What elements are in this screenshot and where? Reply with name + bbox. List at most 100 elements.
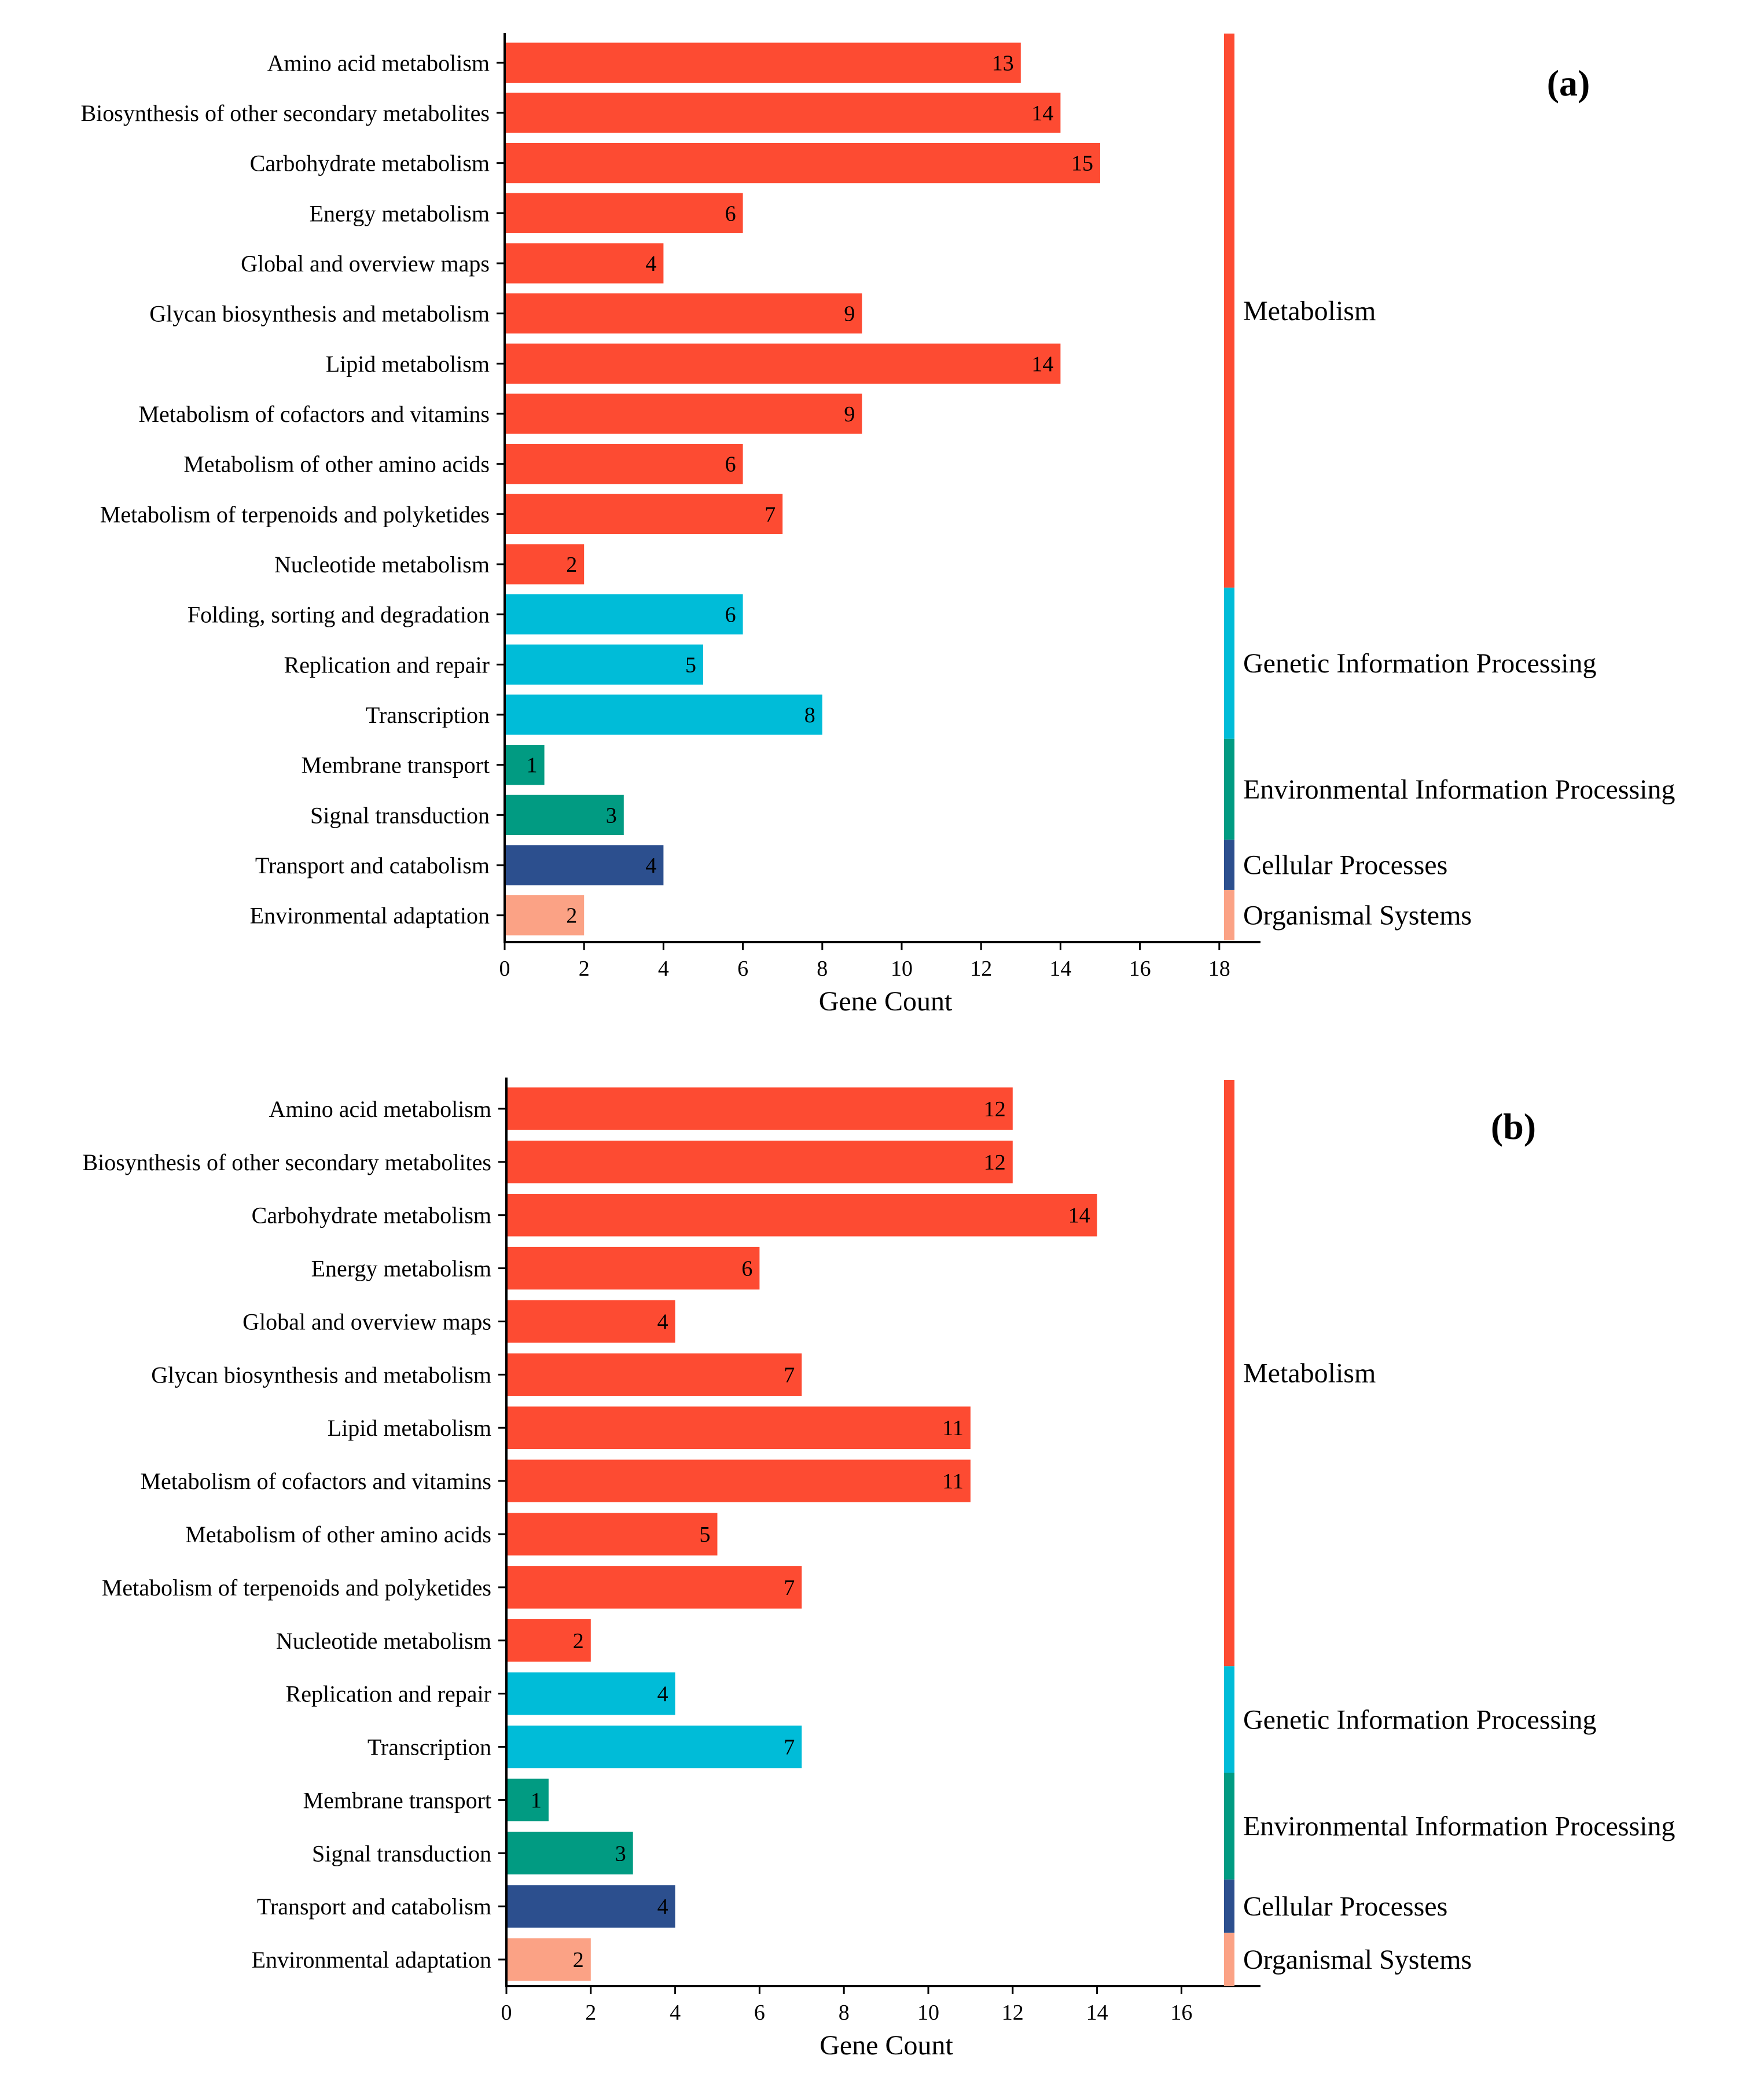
- bar-transport-and-catabolism: [505, 845, 664, 885]
- x-tick-label: 18: [1208, 957, 1230, 981]
- category-label-metabolism-of-cofactors-and-vitamins: Metabolism of cofactors and vitamins: [138, 401, 490, 427]
- value-label-metabolism-of-terpenoids-and-polyketides: 7: [765, 502, 776, 527]
- value-label-replication-and-repair: 4: [657, 1682, 668, 1707]
- category-label-membrane-transport: Membrane transport: [303, 1787, 491, 1813]
- group-label-cellular-processes: Cellular Processes: [1243, 850, 1447, 880]
- bar-glycan-biosynthesis-and-metabolism: [505, 293, 862, 334]
- bar-metabolism-of-terpenoids-and-polyketides: [505, 494, 783, 534]
- category-label-folding-sorting-and-degradation: Folding, sorting and degradation: [188, 602, 490, 628]
- value-label-transcription: 7: [784, 1736, 795, 1760]
- category-label-replication-and-repair: Replication and repair: [284, 652, 490, 678]
- bar-membrane-transport: [506, 1778, 549, 1822]
- group-label-genetic-information-processing: Genetic Information Processing: [1243, 648, 1597, 679]
- category-label-amino-acid-metabolism: Amino acid metabolism: [267, 50, 490, 76]
- value-label-amino-acid-metabolism: 12: [984, 1097, 1006, 1122]
- value-label-metabolism-of-other-amino-acids: 5: [700, 1523, 711, 1547]
- category-label-biosynthesis-of-other-secondary-metabolites: Biosynthesis of other secondary metaboli…: [80, 100, 490, 126]
- group-bar-metabolism: [1224, 34, 1234, 588]
- category-label-transport-and-catabolism: Transport and catabolism: [255, 852, 490, 878]
- category-label-biosynthesis-of-other-secondary-metabolites: Biosynthesis of other secondary metaboli…: [82, 1149, 491, 1175]
- chart-panel-a: 13 Amino acid metabolism 14 Biosynthesis of…: [80, 33, 1675, 1017]
- value-label-global-and-overview-maps: 4: [657, 1310, 668, 1334]
- category-label-amino-acid-metabolism: Amino acid metabolism: [269, 1096, 491, 1122]
- panel-tag-a: (a): [1547, 62, 1590, 104]
- value-label-glycan-biosynthesis-and-metabolism: 7: [784, 1363, 795, 1387]
- bar-metabolism-of-cofactors-and-vitamins: [506, 1459, 971, 1502]
- bar-global-and-overview-maps: [505, 243, 664, 284]
- value-label-energy-metabolism: 6: [725, 201, 736, 226]
- value-label-signal-transduction: 3: [606, 803, 617, 828]
- value-label-environmental-adaptation: 2: [573, 1948, 584, 1972]
- bar-transcription: [505, 694, 822, 735]
- x-axis-title: Gene Count: [819, 2030, 953, 2061]
- value-label-carbohydrate-metabolism: 15: [1071, 152, 1093, 176]
- group-label-organismal-systems: Organismal Systems: [1243, 1944, 1472, 1975]
- value-label-amino-acid-metabolism: 13: [992, 51, 1014, 75]
- bar-amino-acid-metabolism: [506, 1087, 1013, 1130]
- group-bar-organismal-systems: [1224, 1932, 1234, 1986]
- value-label-environmental-adaptation: 2: [566, 904, 577, 928]
- bar-replication-and-repair: [505, 644, 703, 685]
- category-label-glycan-biosynthesis-and-metabolism: Glycan biosynthesis and metabolism: [149, 301, 490, 327]
- category-label-global-and-overview-maps: Global and overview maps: [242, 1308, 491, 1334]
- bar-carbohydrate-metabolism: [506, 1193, 1097, 1237]
- bar-metabolism-of-other-amino-acids: [505, 444, 743, 484]
- category-label-metabolism-of-other-amino-acids: Metabolism of other amino acids: [183, 451, 490, 477]
- x-tick-label: 12: [1002, 2001, 1024, 2025]
- bar-metabolism-of-cofactors-and-vitamins: [505, 394, 862, 434]
- x-tick-label: 2: [585, 2001, 596, 2025]
- group-label-environmental-information-processing: Environmental Information Processing: [1243, 774, 1675, 805]
- category-label-nucleotide-metabolism: Nucleotide metabolism: [274, 552, 490, 578]
- panel-tag-b: (b): [1491, 1106, 1536, 1147]
- value-label-transcription: 8: [804, 703, 815, 727]
- bar-energy-metabolism: [506, 1247, 760, 1290]
- group-bar-environmental-information-processing: [1224, 738, 1234, 840]
- group-bar-environmental-information-processing: [1224, 1773, 1234, 1880]
- bar-membrane-transport: [505, 745, 545, 785]
- x-tick-label: 6: [737, 957, 748, 981]
- bar-signal-transduction: [505, 795, 624, 835]
- bar-environmental-adaptation: [506, 1938, 591, 1981]
- category-label-metabolism-of-terpenoids-and-polyketides: Metabolism of terpenoids and polyketides: [102, 1575, 491, 1601]
- value-label-transport-and-catabolism: 4: [657, 1895, 668, 1919]
- group-label-cellular-processes: Cellular Processes: [1243, 1891, 1447, 1922]
- chart-panel-b: 12 Amino acid metabolism 12 Biosynthesis of…: [82, 1078, 1675, 2061]
- x-tick-label: 14: [1086, 2001, 1108, 2025]
- bar-transport-and-catabolism: [506, 1885, 675, 1928]
- bar-metabolism-of-terpenoids-and-polyketides: [506, 1566, 802, 1609]
- x-tick-label: 0: [499, 957, 510, 981]
- category-label-environmental-adaptation: Environmental adaptation: [250, 903, 490, 929]
- category-label-metabolism-of-cofactors-and-vitamins: Metabolism of cofactors and vitamins: [140, 1468, 491, 1494]
- value-label-biosynthesis-of-other-secondary-metabolites: 14: [1031, 101, 1053, 126]
- bar-energy-metabolism: [505, 193, 743, 233]
- value-label-biosynthesis-of-other-secondary-metabolites: 12: [984, 1150, 1006, 1175]
- value-label-nucleotide-metabolism: 2: [573, 1629, 584, 1653]
- bar-biosynthesis-of-other-secondary-metabolites: [506, 1141, 1013, 1183]
- category-label-lipid-metabolism: Lipid metabolism: [328, 1415, 491, 1441]
- bar-global-and-overview-maps: [506, 1300, 675, 1343]
- category-label-environmental-adaptation: Environmental adaptation: [252, 1947, 491, 1973]
- category-label-carbohydrate-metabolism: Carbohydrate metabolism: [250, 150, 490, 177]
- x-axis-title: Gene Count: [819, 986, 953, 1017]
- x-tick-label: 10: [917, 2001, 939, 2025]
- x-tick-label: 14: [1049, 957, 1071, 981]
- x-tick-label: 4: [670, 2001, 681, 2025]
- value-label-energy-metabolism: 6: [741, 1257, 752, 1281]
- group-bar-metabolism: [1224, 1080, 1234, 1667]
- bar-transcription: [506, 1725, 802, 1769]
- category-label-carbohydrate-metabolism: Carbohydrate metabolism: [252, 1203, 491, 1229]
- bar-amino-acid-metabolism: [505, 42, 1021, 83]
- category-label-energy-metabolism: Energy metabolism: [311, 1256, 491, 1282]
- group-bar-cellular-processes: [1224, 839, 1234, 890]
- group-bar-genetic-information-processing: [1224, 1666, 1234, 1773]
- group-bar-genetic-information-processing: [1224, 587, 1234, 739]
- bar-carbohydrate-metabolism: [505, 143, 1100, 183]
- category-label-nucleotide-metabolism: Nucleotide metabolism: [276, 1628, 491, 1654]
- x-tick-label: 8: [839, 2001, 850, 2025]
- bar-biosynthesis-of-other-secondary-metabolites: [505, 93, 1061, 133]
- bar-lipid-metabolism: [505, 343, 1061, 384]
- x-tick-label: 16: [1129, 957, 1151, 981]
- group-label-metabolism: Metabolism: [1243, 1358, 1376, 1389]
- bar-nucleotide-metabolism: [506, 1619, 591, 1662]
- x-tick-label: 6: [754, 2001, 765, 2025]
